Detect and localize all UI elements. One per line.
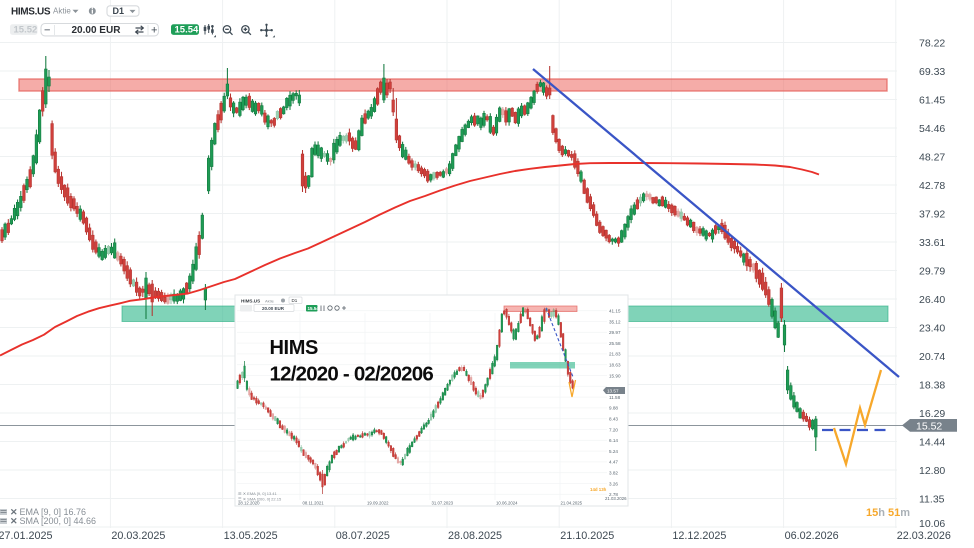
svg-text:29.79: 29.79 — [919, 265, 945, 277]
svg-text:19.09.2022: 19.09.2022 — [367, 501, 389, 506]
svg-text:27.01.2025: 27.01.2025 — [0, 530, 53, 542]
svg-text:+: + — [151, 24, 157, 36]
svg-text:41.15: 41.15 — [609, 309, 621, 314]
svg-text:26.40: 26.40 — [919, 294, 945, 306]
svg-text:08.07.2025: 08.07.2025 — [336, 530, 390, 542]
svg-text:7.20: 7.20 — [609, 427, 618, 432]
svg-text:61.45: 61.45 — [919, 94, 945, 106]
svg-text:48.27: 48.27 — [919, 151, 945, 163]
svg-text:20.00 EUR: 20.00 EUR — [262, 306, 285, 311]
svg-text:15.52: 15.52 — [14, 25, 38, 36]
svg-text:20.00 EUR: 20.00 EUR — [72, 25, 122, 36]
svg-text:Aktie: Aktie — [53, 6, 71, 15]
svg-text:13.57: 13.57 — [607, 389, 619, 394]
svg-text:13.05.2025: 13.05.2025 — [224, 530, 278, 542]
svg-text:06.02.2026: 06.02.2026 — [785, 530, 839, 542]
svg-text:12.80: 12.80 — [919, 465, 945, 477]
svg-text:29.97: 29.97 — [609, 330, 621, 335]
svg-text:18.38: 18.38 — [919, 379, 945, 391]
svg-text:28.08.2025: 28.08.2025 — [448, 530, 502, 542]
svg-text:8.43: 8.43 — [609, 417, 618, 422]
svg-text:✕: ✕ — [10, 507, 18, 517]
svg-text:31.07.2023: 31.07.2023 — [432, 501, 454, 506]
svg-text:42.78: 42.78 — [919, 180, 945, 192]
svg-text:12.12.2025: 12.12.2025 — [672, 530, 726, 542]
svg-text:20.74: 20.74 — [919, 351, 945, 363]
svg-text:2.78: 2.78 — [609, 492, 618, 497]
svg-text:9.88: 9.88 — [609, 406, 618, 411]
svg-text:21.04.2025: 21.04.2025 — [561, 501, 583, 506]
svg-text:5.24: 5.24 — [609, 449, 618, 454]
svg-text:HIMS.US: HIMS.US — [241, 299, 260, 304]
svg-text:78.22: 78.22 — [919, 37, 945, 49]
svg-text:11.58: 11.58 — [609, 395, 621, 400]
svg-text:EMA [9, 0] 16.76: EMA [9, 0] 16.76 — [20, 507, 87, 517]
svg-text:✕: ✕ — [10, 516, 18, 526]
svg-text:33.61: 33.61 — [919, 237, 945, 249]
svg-text:15.90: 15.90 — [609, 373, 621, 378]
svg-text:3.82: 3.82 — [609, 471, 618, 476]
svg-text:6.14: 6.14 — [609, 438, 618, 443]
svg-text:11.35: 11.35 — [919, 493, 945, 505]
svg-text:25.58: 25.58 — [609, 341, 621, 346]
svg-text:3.26: 3.26 — [609, 481, 618, 486]
svg-text:15h 51m: 15h 51m — [866, 507, 910, 519]
svg-text:Aktie: Aktie — [265, 299, 275, 304]
svg-text:37.92: 37.92 — [919, 208, 945, 220]
svg-text:D1: D1 — [292, 298, 298, 303]
svg-text:69.33: 69.33 — [919, 66, 945, 78]
svg-text:14.44: 14.44 — [919, 436, 945, 448]
svg-text:4.47: 4.47 — [609, 460, 618, 465]
svg-text:SMA [200, 0] 44.66: SMA [200, 0] 44.66 — [20, 516, 97, 526]
svg-text:12/2020 - 02/20206: 12/2020 - 02/20206 — [270, 363, 434, 386]
svg-text:−: − — [44, 24, 50, 36]
svg-text:☰ ✕ EMA [9, 0] 13.41: ☰ ✕ EMA [9, 0] 13.41 — [238, 491, 278, 496]
svg-text:08.11.2021: 08.11.2021 — [303, 501, 325, 506]
svg-text:22.03.2026: 22.03.2026 — [897, 530, 951, 542]
svg-text:20.03.2025: 20.03.2025 — [111, 530, 165, 542]
svg-text:28.12.2020: 28.12.2020 — [238, 501, 260, 506]
svg-text:18.63: 18.63 — [609, 363, 621, 368]
svg-text:D1: D1 — [113, 6, 125, 16]
svg-text:15.52: 15.52 — [916, 420, 942, 432]
svg-text:54.46: 54.46 — [919, 123, 945, 135]
svg-text:HIMS.US: HIMS.US — [11, 7, 51, 18]
svg-text:21.83: 21.83 — [609, 352, 621, 357]
svg-text:HIMS: HIMS — [270, 337, 318, 359]
svg-text:21.03.2026: 21.03.2026 — [605, 496, 627, 501]
svg-text:21.10.2025: 21.10.2025 — [560, 530, 614, 542]
svg-text:15.54: 15.54 — [308, 306, 320, 311]
svg-text:23.40: 23.40 — [919, 322, 945, 334]
svg-text:16.29: 16.29 — [919, 408, 945, 420]
svg-text:☰ ✕ SMA [200, 0] 22.15: ☰ ✕ SMA [200, 0] 22.15 — [238, 497, 282, 502]
svg-text:10.06: 10.06 — [919, 518, 945, 530]
svg-text:14d 13h: 14d 13h — [590, 487, 607, 492]
svg-text:35.12: 35.12 — [609, 319, 621, 324]
svg-text:10.06.2024: 10.06.2024 — [496, 501, 518, 506]
svg-text:15.54: 15.54 — [175, 25, 199, 36]
